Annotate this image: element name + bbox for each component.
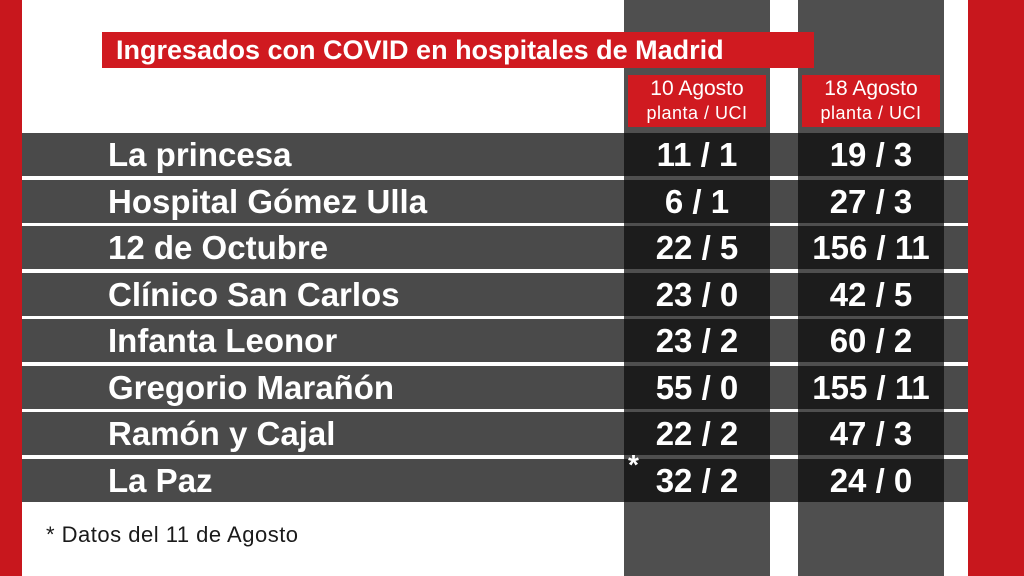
value-text: 24 / 0 bbox=[829, 462, 913, 499]
footnote: * Datos del 11 de Agosto bbox=[46, 522, 299, 547]
value-text: 22 / 2 bbox=[655, 415, 739, 452]
column-header-18-agosto: 18 Agosto planta / UCI bbox=[802, 75, 940, 127]
value-cell-18-agosto: 27 / 3 bbox=[798, 180, 944, 223]
column-header-date: 10 Agosto bbox=[650, 77, 744, 100]
table-row: La princesa 11 / 1 19 / 3 bbox=[22, 133, 968, 176]
table-row: La Paz * 32 / 2 24 / 0 bbox=[22, 451, 968, 502]
value-cell-18-agosto: 47 / 3 bbox=[798, 412, 944, 455]
chart-title: Ingresados con COVID en hospitales de Ma… bbox=[102, 32, 814, 68]
value-cell-18-agosto: 19 / 3 bbox=[798, 133, 944, 176]
column-header-10-agosto: 10 Agosto planta / UCI bbox=[628, 75, 766, 127]
value-text: 155 / 11 bbox=[812, 369, 930, 406]
value-cell-10-agosto: * 32 / 2 bbox=[624, 451, 770, 502]
value-text: 23 / 0 bbox=[655, 276, 739, 313]
value-text: 6 / 1 bbox=[664, 183, 730, 220]
hospital-name: La princesa bbox=[108, 136, 292, 173]
value-cell-10-agosto: 23 / 2 bbox=[624, 319, 770, 362]
value-cell-18-agosto: 156 / 11 bbox=[798, 226, 944, 269]
value-text: 47 / 3 bbox=[829, 415, 913, 452]
value-cell-18-agosto: 42 / 5 bbox=[798, 273, 944, 316]
table-row: Clínico San Carlos 23 / 0 42 / 5 bbox=[22, 273, 968, 316]
hospital-name: Ramón y Cajal bbox=[108, 415, 336, 452]
value-text: 23 / 2 bbox=[655, 322, 739, 359]
asterisk-mark: * bbox=[628, 449, 639, 480]
value-text: 55 / 0 bbox=[655, 369, 739, 406]
value-cell-10-agosto: 11 / 1 bbox=[624, 133, 770, 176]
table-row: Infanta Leonor 23 / 2 60 / 2 bbox=[22, 319, 968, 362]
value-text: 156 / 11 bbox=[812, 229, 930, 266]
value-cell-10-agosto: 55 / 0 bbox=[624, 366, 770, 409]
column-header-sub: planta / UCI bbox=[646, 103, 748, 123]
value-text: 60 / 2 bbox=[829, 322, 913, 359]
value-cell-10-agosto: 23 / 0 bbox=[624, 273, 770, 316]
table-row: Ramón y Cajal 22 / 2 47 / 3 bbox=[22, 412, 968, 455]
value-text: 19 / 3 bbox=[829, 136, 913, 173]
hospital-name: 12 de Octubre bbox=[108, 229, 329, 266]
table-row: Gregorio Marañón 55 / 0 155 / 11 bbox=[22, 366, 968, 409]
value-text: 27 / 3 bbox=[829, 183, 913, 220]
column-header-sub: planta / UCI bbox=[820, 103, 922, 123]
hospital-name: La Paz bbox=[108, 462, 213, 499]
value-text: 42 / 5 bbox=[829, 276, 913, 313]
table-row: 12 de Octubre 22 / 5 156 / 11 bbox=[22, 226, 968, 269]
value-cell-18-agosto: 155 / 11 bbox=[798, 366, 944, 409]
table-row: Hospital Gómez Ulla 6 / 1 27 / 3 bbox=[22, 180, 968, 223]
value-cell-10-agosto: 6 / 1 bbox=[624, 180, 770, 223]
column-header-date: 18 Agosto bbox=[824, 77, 918, 100]
value-cell-10-agosto: 22 / 5 bbox=[624, 226, 770, 269]
value-text: 32 / 2 bbox=[655, 462, 739, 499]
value-text: 11 / 1 bbox=[656, 136, 738, 173]
value-cell-18-agosto: 60 / 2 bbox=[798, 319, 944, 362]
hospital-name: Gregorio Marañón bbox=[108, 369, 395, 406]
hospital-name: Infanta Leonor bbox=[108, 322, 338, 359]
value-cell-10-agosto: 22 / 2 bbox=[624, 412, 770, 455]
hospital-name: Hospital Gómez Ulla bbox=[108, 183, 428, 220]
hospital-name: Clínico San Carlos bbox=[108, 276, 400, 313]
value-cell-18-agosto: 24 / 0 bbox=[798, 459, 944, 502]
value-text: 22 / 5 bbox=[655, 229, 739, 266]
